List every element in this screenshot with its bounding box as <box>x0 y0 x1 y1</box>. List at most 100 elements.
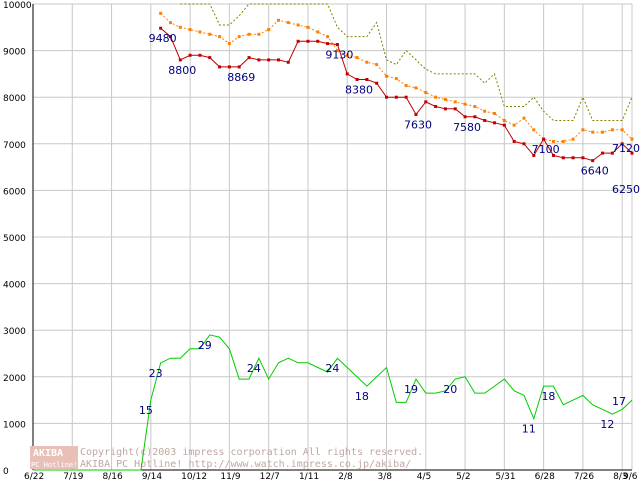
point-average-38 <box>404 84 408 88</box>
point-average-58 <box>601 130 605 134</box>
point-average-33 <box>355 56 359 60</box>
point-min-33 <box>355 77 359 81</box>
point-average-32 <box>345 53 349 57</box>
point-average-45 <box>473 105 477 109</box>
point-min-21 <box>237 65 241 69</box>
point-average-19 <box>218 35 222 39</box>
point-min-55 <box>571 156 575 160</box>
data-label-shops-21: 12 <box>600 418 614 431</box>
x-tick-label-6: 12/7 <box>260 472 280 480</box>
y-tick-label-5: 5000 <box>3 234 26 244</box>
point-average-47 <box>493 112 497 116</box>
point-min-30 <box>326 42 330 46</box>
point-average-56 <box>581 128 585 132</box>
point-min-58 <box>601 151 605 155</box>
x-tick-label-9: 3/8 <box>378 472 393 480</box>
x-tick-label-7: 1/11 <box>299 472 319 480</box>
series-lines <box>33 3 634 471</box>
point-min-51 <box>532 153 536 157</box>
point-min-60 <box>620 142 624 146</box>
point-average-50 <box>522 116 526 120</box>
point-average-43 <box>453 100 457 104</box>
x-tick-label-0: 6/22 <box>24 472 44 480</box>
series-line-shops <box>33 334 633 471</box>
point-min-40 <box>424 100 428 104</box>
point-min-19 <box>218 65 222 69</box>
point-average-57 <box>591 130 595 134</box>
point-min-47 <box>493 121 497 125</box>
logo-top-box <box>30 446 78 458</box>
point-min-59 <box>610 151 614 155</box>
point-min-13 <box>159 26 163 30</box>
point-min-42 <box>443 107 447 111</box>
point-min-20 <box>227 65 231 69</box>
point-min-49 <box>512 139 516 143</box>
point-min-54 <box>561 156 565 160</box>
point-average-26 <box>286 21 290 25</box>
point-min-18 <box>208 56 212 60</box>
y-tick-label-6: 6000 <box>3 187 26 197</box>
point-min-22 <box>247 56 251 60</box>
y-tick-label-0: 0 <box>3 467 9 477</box>
point-min-32 <box>345 72 349 76</box>
point-average-46 <box>483 109 487 113</box>
point-average-37 <box>394 77 398 81</box>
point-min-56 <box>581 156 585 160</box>
x-tick-label-13: 6/28 <box>535 472 555 480</box>
point-min-53 <box>551 153 555 157</box>
data-label-min-10: 6250 <box>612 183 640 196</box>
point-min-25 <box>276 58 280 62</box>
point-min-36 <box>385 95 389 99</box>
point-average-40 <box>424 91 428 95</box>
point-min-41 <box>434 105 438 109</box>
x-tick-label-12: 5/31 <box>495 472 515 480</box>
data-label-min-4: 8380 <box>345 83 373 96</box>
data-label-shops-14: 24 <box>247 362 261 375</box>
point-average-59 <box>610 128 614 132</box>
point-min-15 <box>178 58 182 62</box>
y-tick-label-4: 4000 <box>3 281 26 291</box>
x-tick-label-14: 7/26 <box>574 472 594 480</box>
point-average-35 <box>375 63 379 67</box>
data-label-min-7: 7100 <box>532 143 560 156</box>
data-label-min-5: 7630 <box>404 118 432 131</box>
point-average-51 <box>532 128 536 132</box>
point-min-29 <box>316 39 320 43</box>
x-tick-label-2: 8/16 <box>103 472 123 480</box>
point-average-54 <box>561 139 565 143</box>
series-line-max <box>180 3 633 121</box>
y-tick-label-3: 3000 <box>3 327 26 337</box>
point-min-17 <box>198 53 202 57</box>
point-average-49 <box>512 123 516 127</box>
data-label-min-9: 7120 <box>612 142 640 155</box>
point-average-41 <box>434 95 438 99</box>
y-tick-label-9: 9000 <box>3 48 26 58</box>
point-min-31 <box>335 43 339 47</box>
x-tick-label-11: 5/2 <box>456 472 470 480</box>
point-min-52 <box>542 137 546 141</box>
point-average-24 <box>267 28 271 32</box>
point-min-38 <box>404 95 408 99</box>
y-tick-label-7: 7000 <box>3 141 26 151</box>
x-tick-label-4: 10/12 <box>181 472 207 480</box>
y-tick-label-10: 10000 <box>3 1 32 11</box>
point-min-46 <box>483 119 487 122</box>
point-average-22 <box>247 32 251 36</box>
point-average-31 <box>335 49 339 53</box>
y-tick-label-8: 8000 <box>3 94 26 104</box>
x-tick-label-5: 11/9 <box>220 472 240 480</box>
data-label-min-1: 8800 <box>168 64 196 77</box>
point-average-30 <box>326 35 330 39</box>
point-average-34 <box>365 60 369 64</box>
data-labels: 9480 8800 8869 9130 8380 7630 7580 7100 66407120… <box>139 32 640 436</box>
point-average-17 <box>198 30 202 34</box>
data-label-min-8: 6640 <box>581 165 609 178</box>
point-min-23 <box>257 58 261 62</box>
y-tick-label-2: 2000 <box>3 374 26 384</box>
point-min-39 <box>414 112 418 116</box>
x-tick-label-8: 2/8 <box>338 472 353 480</box>
point-average-42 <box>443 98 447 102</box>
x-tick-label-10: 4/5 <box>417 472 431 480</box>
x-tick-label-1: 7/19 <box>63 472 83 480</box>
